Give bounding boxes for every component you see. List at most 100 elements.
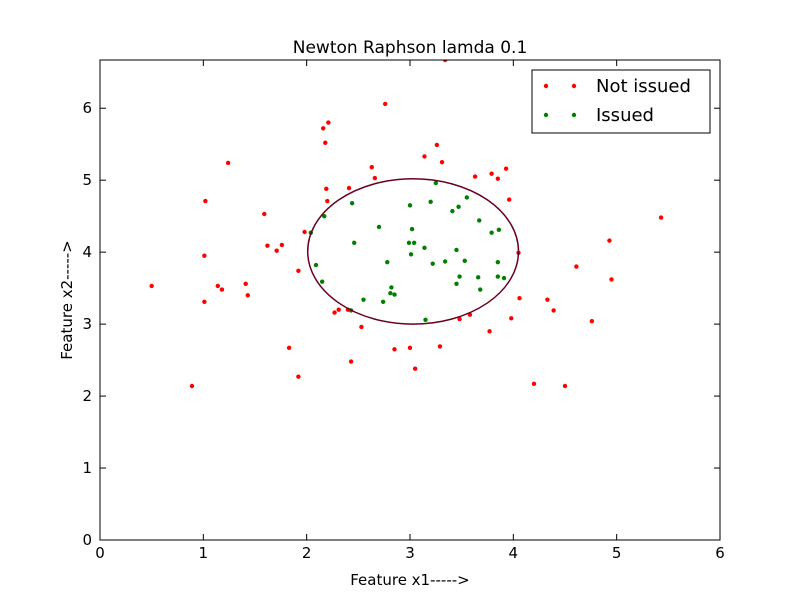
x-tick-label: 0 — [95, 544, 105, 562]
point-issued — [406, 240, 412, 245]
point-issued — [319, 279, 325, 284]
point-not-issued — [189, 383, 195, 389]
point-issued — [477, 218, 482, 223]
point-not-issued — [412, 366, 418, 371]
point-issued — [407, 203, 413, 208]
point-not-issued — [286, 345, 292, 351]
point-issued — [457, 274, 462, 279]
point-not-issued — [392, 347, 397, 352]
point-not-issued — [472, 174, 478, 179]
y-tick-label: 1 — [82, 459, 92, 477]
chart-title: Newton Raphson lamda 0.1 — [293, 38, 528, 58]
point-not-issued — [325, 198, 330, 204]
point-not-issued — [348, 359, 354, 364]
point-not-issued — [437, 344, 443, 349]
point-not-issued — [202, 299, 207, 304]
point-issued — [496, 227, 502, 233]
point-not-issued — [609, 277, 614, 282]
point-issued — [495, 274, 501, 279]
point-not-issued — [489, 171, 494, 176]
point-not-issued — [562, 383, 568, 389]
point-not-issued — [383, 101, 388, 107]
point-not-issued — [434, 142, 440, 148]
point-issued — [462, 258, 467, 263]
legend: Not issued Issued — [531, 69, 711, 134]
point-issued — [478, 287, 483, 292]
point-issued — [430, 261, 435, 266]
point-issued — [313, 262, 319, 268]
x-tick-label: 1 — [199, 544, 209, 562]
point-not-issued — [215, 283, 220, 289]
point-not-issued — [531, 381, 537, 387]
point-not-issued — [296, 374, 301, 379]
point-not-issued — [203, 198, 208, 204]
y-tick-label: 4 — [82, 243, 92, 261]
point-not-issued — [243, 281, 248, 287]
point-issued — [422, 245, 427, 251]
point-not-issued — [551, 308, 556, 313]
point-not-issued — [658, 215, 664, 220]
x-tick-label: 5 — [612, 544, 622, 562]
x-tick-label: 3 — [405, 544, 415, 562]
point-issued — [352, 240, 357, 245]
point-issued — [423, 317, 428, 322]
y-tick-label: 6 — [82, 99, 92, 117]
point-issued — [456, 204, 461, 210]
point-issued — [408, 252, 414, 257]
point-not-issued — [321, 126, 326, 131]
point-not-issued — [302, 229, 307, 235]
point-not-issued — [359, 324, 364, 330]
point-issued — [450, 208, 455, 214]
legend-marker-issued — [543, 112, 549, 118]
point-not-issued — [346, 185, 352, 191]
point-issued — [392, 292, 397, 297]
legend-box — [531, 69, 711, 134]
x-tick-label: 4 — [509, 544, 519, 562]
point-not-issued — [369, 165, 374, 170]
point-not-issued — [296, 268, 301, 274]
point-not-issued — [509, 316, 514, 321]
point-not-issued — [225, 160, 231, 166]
point-not-issued — [336, 307, 341, 312]
point-issued — [388, 290, 393, 296]
point-not-issued — [372, 175, 378, 181]
point-not-issued — [507, 197, 512, 202]
plot-marks — [149, 60, 664, 389]
point-not-issued — [332, 310, 337, 315]
point-issued — [433, 180, 439, 186]
point-not-issued — [262, 211, 267, 217]
y-tick-label: 3 — [82, 315, 92, 333]
point-not-issued — [439, 159, 445, 165]
point-not-issued — [279, 242, 285, 248]
legend-marker-not-issued — [571, 83, 577, 89]
point-issued — [376, 224, 382, 230]
point-issued — [442, 259, 448, 264]
point-not-issued — [589, 319, 595, 324]
point-not-issued — [517, 296, 522, 301]
point-issued — [349, 201, 355, 206]
point-issued — [464, 195, 470, 200]
x-tick-label: 6 — [715, 544, 725, 562]
decision-boundary — [306, 177, 520, 325]
legend-marker-not-issued — [543, 83, 549, 89]
point-issued — [489, 230, 494, 235]
point-not-issued — [422, 154, 427, 159]
point-issued — [409, 226, 415, 232]
point-issued — [454, 247, 459, 253]
point-issued — [411, 240, 417, 245]
point-not-issued — [202, 253, 207, 258]
point-not-issued — [407, 345, 413, 351]
legend-label-not-issued: Not issued — [596, 76, 691, 97]
point-not-issued — [323, 140, 328, 145]
point-issued — [495, 260, 501, 265]
y-axis-label: Feature x2-----> — [58, 240, 76, 360]
point-not-issued — [503, 166, 509, 171]
axis-ticks: 0 1 2 3 4 5 6 0 1 2 3 4 5 6 — [82, 60, 725, 562]
x-tick-label: 2 — [302, 544, 312, 562]
point-not-issued — [442, 60, 448, 63]
point-not-issued — [149, 283, 154, 289]
point-not-issued — [265, 243, 270, 248]
point-not-issued — [495, 176, 501, 181]
point-issued — [454, 281, 459, 287]
